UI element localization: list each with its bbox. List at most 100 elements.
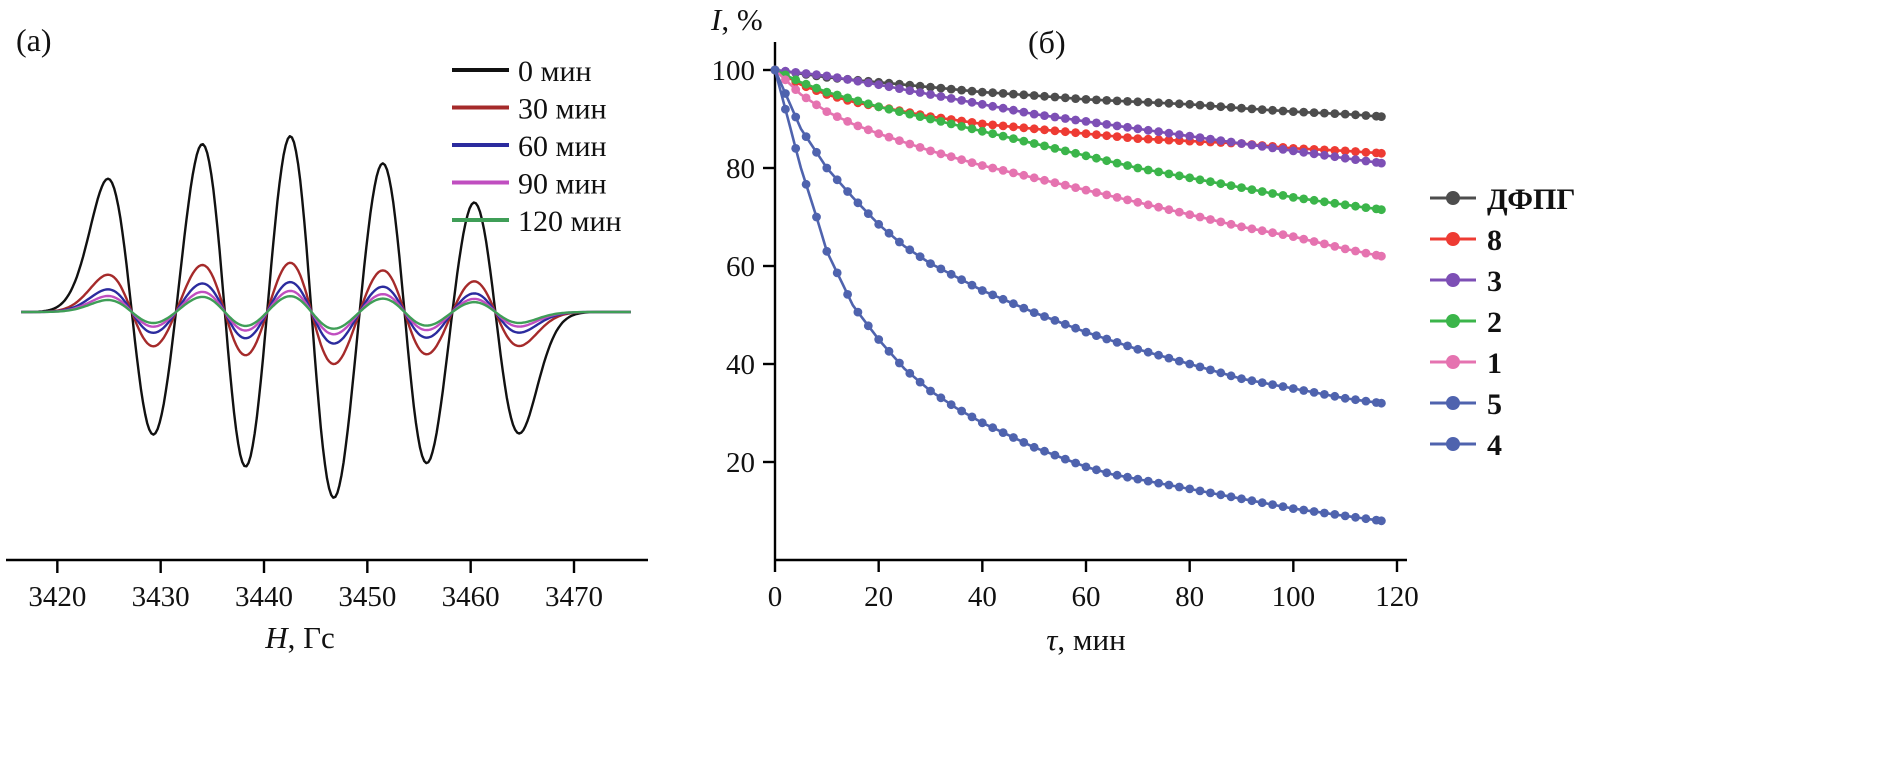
b-series-marker bbox=[1226, 492, 1236, 502]
b-series-marker bbox=[988, 88, 998, 98]
b-series-marker bbox=[1361, 147, 1371, 157]
b-series-marker bbox=[1164, 135, 1174, 145]
b-series-marker bbox=[863, 321, 873, 331]
b-series-marker bbox=[1112, 193, 1122, 202]
b-series-marker bbox=[1029, 91, 1039, 100]
b-series-marker bbox=[1154, 127, 1163, 137]
b-series-marker bbox=[1268, 105, 1277, 115]
b-series-marker bbox=[1029, 173, 1039, 183]
b-series-marker bbox=[1123, 122, 1132, 132]
b-series-marker bbox=[1195, 486, 1205, 496]
b-x-tick-label: 40 bbox=[968, 581, 997, 613]
b-series-marker bbox=[926, 259, 935, 268]
b-series-marker bbox=[1278, 145, 1288, 154]
panel-b-svg: 0 20 40 60 80 100 120 20 40 60 80 100 I, % τ, мин ДФПГ… bbox=[710, 2, 1575, 657]
b-series-marker bbox=[1206, 488, 1215, 498]
b-series-marker bbox=[1247, 104, 1257, 114]
b-series-marker bbox=[791, 75, 801, 85]
b-series-marker bbox=[1060, 114, 1070, 123]
b-series-marker bbox=[1092, 331, 1101, 340]
b-series-marker bbox=[1340, 200, 1350, 210]
b-series-marker bbox=[977, 418, 987, 428]
b-series-marker bbox=[1340, 393, 1350, 403]
b-series-marker bbox=[884, 82, 894, 92]
b-series-marker bbox=[1278, 382, 1288, 391]
b-series-marker bbox=[926, 146, 935, 156]
b-series-marker bbox=[1102, 131, 1112, 141]
panel-a-svg: 3420 3430 3440 3450 3460 3470 H, Гс 0 мин 30 мин… bbox=[6, 55, 648, 655]
b-series-marker bbox=[1102, 334, 1112, 344]
b-series-marker bbox=[1143, 347, 1153, 357]
b-series-marker bbox=[1133, 134, 1143, 144]
b-series-marker bbox=[1268, 500, 1277, 509]
a-legend-label: 30 мин bbox=[518, 93, 607, 126]
b-series-marker bbox=[988, 120, 998, 130]
b-series-marker bbox=[1164, 353, 1174, 363]
b-series-marker bbox=[1299, 386, 1309, 395]
b-series-marker bbox=[1320, 239, 1329, 249]
b-series-marker bbox=[1299, 147, 1309, 157]
b-series-marker bbox=[1268, 380, 1277, 389]
panel-a-title: (а) bbox=[16, 22, 52, 58]
b-series-marker bbox=[1009, 134, 1018, 144]
b-series-marker bbox=[1226, 103, 1236, 112]
b-series-marker bbox=[1330, 109, 1340, 118]
b-series-marker bbox=[1060, 180, 1070, 190]
b-series-marker bbox=[1019, 438, 1029, 447]
b-series-marker bbox=[1309, 507, 1319, 516]
a-series-4 bbox=[21, 289, 631, 336]
b-series-marker bbox=[1320, 390, 1329, 399]
b-series-marker bbox=[1247, 224, 1257, 234]
b-series-marker bbox=[1133, 163, 1143, 173]
b-x-tick-label: 60 bbox=[1072, 581, 1101, 613]
b-series-marker bbox=[1351, 512, 1360, 522]
b-legend-marker bbox=[1446, 191, 1460, 205]
b-series-marker bbox=[1216, 490, 1226, 500]
b-series-marker bbox=[1257, 378, 1267, 387]
b-series-marker bbox=[1257, 142, 1267, 151]
b-series-marker bbox=[832, 112, 842, 121]
b-series-marker bbox=[998, 294, 1008, 304]
panel-b-title: (б) bbox=[1028, 24, 1066, 60]
b-legend-marker bbox=[1446, 232, 1460, 246]
b-series-marker bbox=[1164, 205, 1174, 215]
b-series-marker bbox=[1133, 474, 1143, 484]
a-x-tick-label: 3440 bbox=[235, 581, 293, 613]
b-series-marker bbox=[1278, 106, 1288, 116]
b-series-marker bbox=[926, 386, 935, 396]
b-series-marker bbox=[832, 268, 842, 278]
b-series-marker bbox=[1320, 197, 1329, 207]
b-series-marker bbox=[1226, 137, 1236, 147]
b-series-marker bbox=[998, 121, 1008, 131]
b-series-marker bbox=[1102, 190, 1112, 200]
b-series-marker bbox=[1029, 109, 1039, 119]
b-series-marker bbox=[1330, 152, 1340, 162]
b-series-marker bbox=[1268, 228, 1277, 238]
b-series-marker bbox=[1164, 480, 1174, 490]
b-series-marker bbox=[1377, 205, 1386, 215]
b-series-marker bbox=[1133, 124, 1143, 134]
b-series-marker bbox=[812, 212, 821, 222]
b-series-marker bbox=[1237, 139, 1246, 148]
b-series-marker bbox=[1081, 95, 1091, 104]
b-series-marker bbox=[1299, 107, 1309, 117]
b-series-marker bbox=[863, 78, 873, 88]
b-series-marker bbox=[801, 179, 811, 189]
b-series-marker bbox=[1081, 462, 1091, 472]
b-series-marker bbox=[1257, 226, 1267, 236]
a-series-1 bbox=[21, 135, 631, 499]
b-series-marker bbox=[812, 100, 821, 110]
a-legend-label: 60 мин bbox=[518, 130, 607, 163]
b-series-marker bbox=[1071, 94, 1080, 103]
b-series-marker bbox=[1133, 344, 1143, 354]
b-series-marker bbox=[977, 119, 987, 129]
b-series-marker bbox=[1071, 183, 1080, 193]
b-series-marker bbox=[863, 125, 873, 135]
b-series-marker bbox=[1206, 134, 1215, 144]
b-series-marker bbox=[1361, 248, 1371, 258]
b-series-marker bbox=[801, 93, 811, 103]
b-series-marker bbox=[1040, 141, 1049, 151]
b-series-marker bbox=[791, 144, 801, 153]
b-x-tick-label: 100 bbox=[1272, 581, 1316, 613]
b-series-marker bbox=[1185, 173, 1195, 183]
